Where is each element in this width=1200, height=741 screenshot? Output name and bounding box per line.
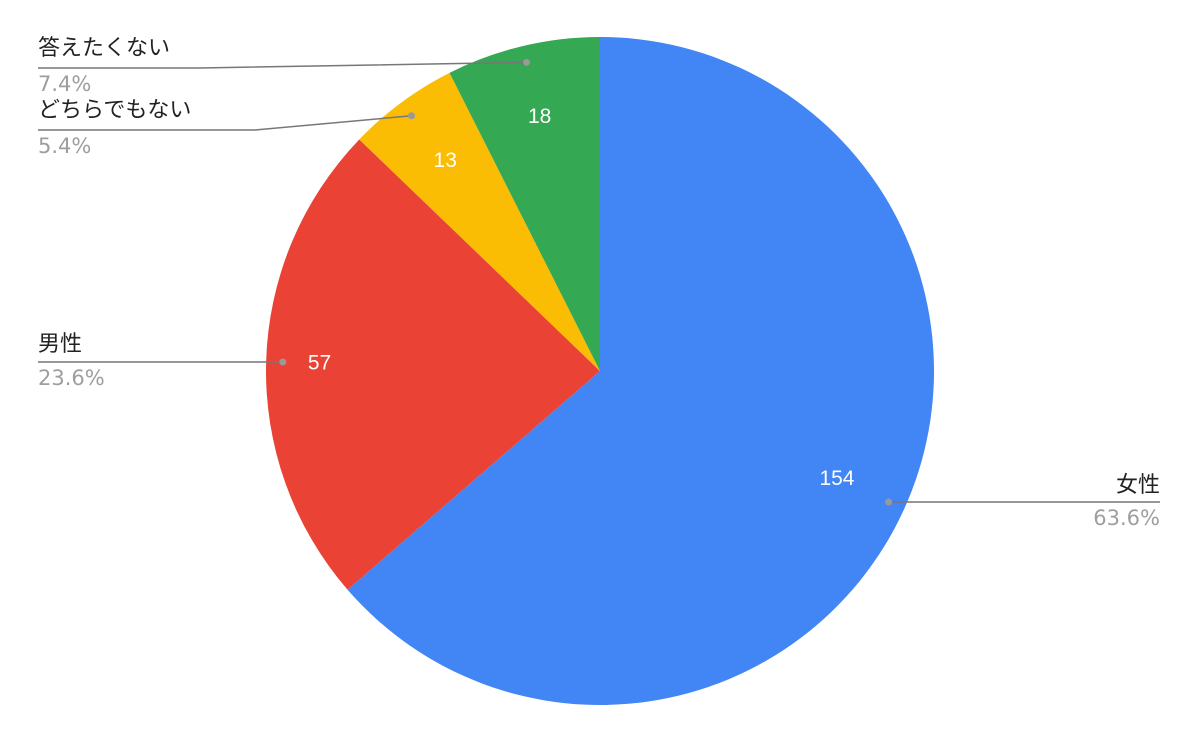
leader-dot [408,112,416,120]
slice-percent: 7.4% [38,72,91,96]
pie-slice [449,37,600,371]
leader-dot [523,58,531,66]
leader-dot [279,358,287,366]
slice-name: どちらでもない [38,98,191,123]
slice-percent: 23.6% [38,366,105,390]
pie-slice [359,72,600,371]
slice-name: 答えたくない [38,36,170,61]
slice-name: 女性 [1116,473,1160,498]
leader-dot [885,498,893,506]
value-label: 57 [308,351,331,374]
slice-percent: 63.6% [1093,506,1160,530]
slice-name: 男性 [38,332,82,357]
value-label: 154 [819,467,854,490]
value-label: 18 [528,105,551,128]
value-label: 13 [434,149,457,172]
leader-line [38,61,527,69]
pie-slice [266,139,600,590]
leader-line [38,115,412,131]
pie-slice [347,37,934,705]
slice-percent: 5.4% [38,134,91,158]
